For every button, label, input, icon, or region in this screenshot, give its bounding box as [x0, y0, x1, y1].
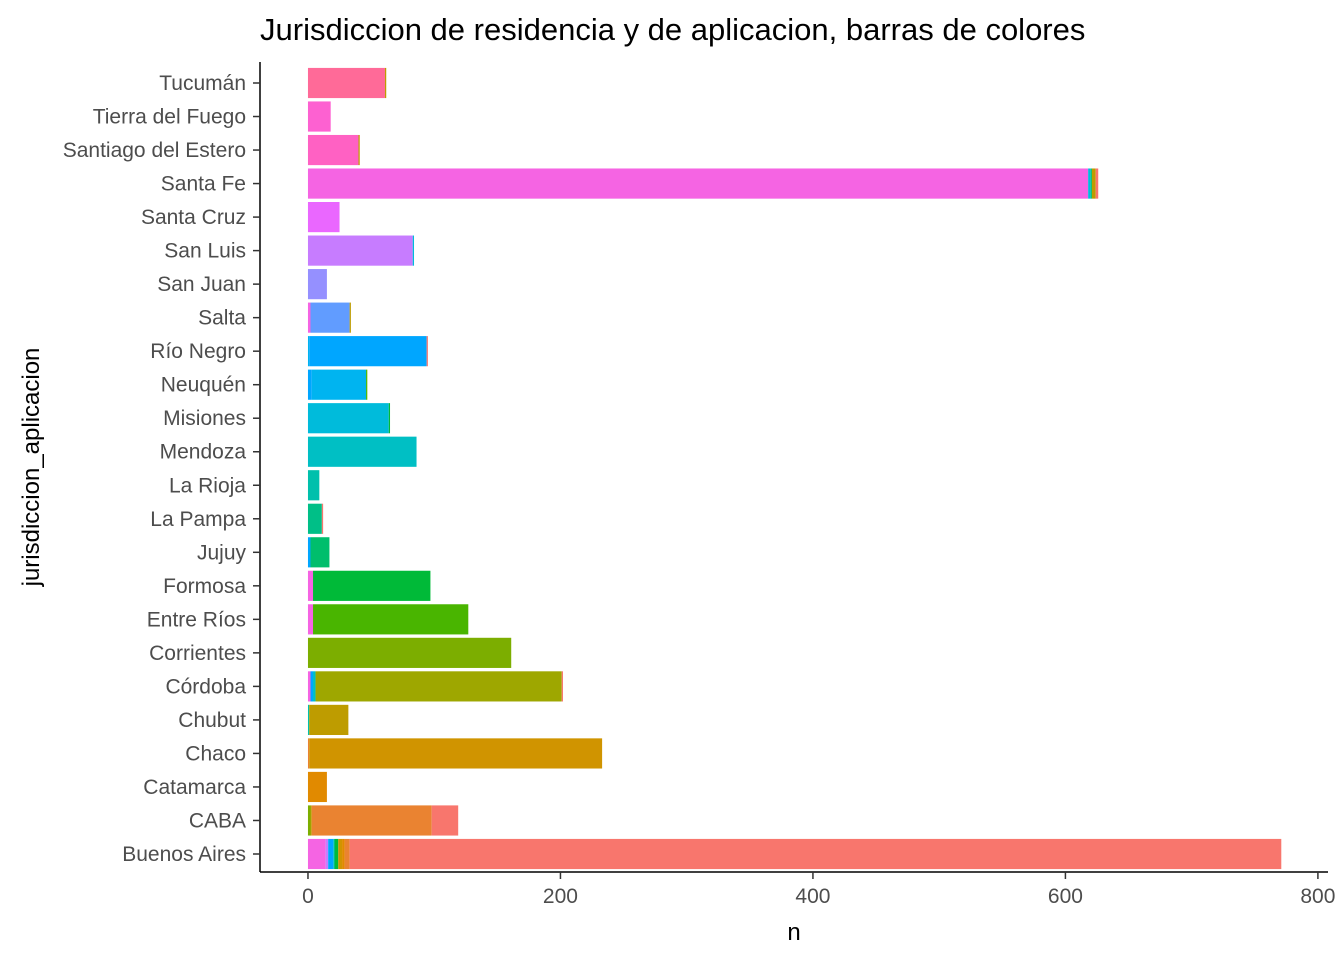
bar-entre-rios-santa-fe [307, 604, 314, 635]
bar-formosa-santa-fe [307, 570, 314, 601]
bar-santiago-del-estero-chubut [358, 134, 360, 166]
bar-rio-negro-neuquen [307, 336, 310, 367]
y-tick-label: Jujuy [197, 541, 247, 564]
bar-buenos-aires-rio-negro [328, 838, 334, 870]
bar-rio-negro-buenos-aires [426, 336, 428, 367]
bar-rio-negro-rio-negro [309, 336, 427, 367]
y-tick-label: Santa Fe [161, 173, 246, 196]
x-tick-label: 400 [795, 885, 830, 908]
y-tick-label: Río Negro [150, 340, 246, 363]
y-ticks-layer: Buenos Aires CABA Catamarca Chaco Chubut Córd… [63, 72, 260, 866]
bar-neuquen-neuquen [311, 369, 367, 400]
y-tick-label: Misiones [163, 407, 246, 430]
bar-corrientes-corrientes [307, 637, 512, 668]
bar-chubut-chubut [309, 704, 349, 735]
y-axis-title: jurisdiccion_aplicacion [18, 348, 45, 588]
bar-buenos-aires-buenos-aires [349, 838, 1282, 870]
bar-tierra-del-fuego-tierra-del-fuego [307, 101, 331, 132]
bar-salta-salta [310, 302, 350, 333]
bar-santa-cruz-santa-cruz [307, 202, 340, 233]
y-tick-label: Buenos Aires [122, 843, 246, 866]
bar-formosa-formosa [313, 570, 431, 601]
bar-santa-fe-santa-fe [307, 168, 1089, 199]
y-tick-label: Chaco [185, 742, 246, 765]
bar-jujuy-rio-negro [307, 537, 311, 568]
bar-chaco-chaco [309, 738, 603, 769]
bar-caba-buenos-aires [431, 805, 459, 836]
y-tick-label: San Luis [164, 240, 246, 263]
bar-cordoba-santa-fe [307, 671, 311, 702]
bar-caba-corrientes [307, 805, 311, 836]
bar-neuquen-entre-rios [366, 369, 368, 400]
y-tick-label: Catamarca [143, 776, 246, 799]
bar-san-juan-san-juan [307, 269, 327, 300]
bar-la-pampa-la-pampa [307, 503, 322, 534]
x-tick-label: 800 [1300, 885, 1335, 908]
y-tick-label: Santiago del Estero [63, 139, 246, 162]
y-tick-label: Córdoba [165, 675, 246, 698]
bar-buenos-aires-formosa [334, 838, 339, 870]
bar-mendoza-mendoza [307, 436, 417, 467]
bar-caba-caba [311, 805, 432, 836]
bar-misiones-formosa [388, 403, 391, 434]
y-tick-label: Tierra del Fuego [93, 106, 246, 129]
bar-entre-rios-entre-rios [313, 604, 469, 635]
x-tick-label: 600 [1048, 885, 1083, 908]
bar-chaco-caba [307, 738, 310, 769]
x-axis-title: n [787, 919, 800, 946]
bar-cordoba-cordoba [315, 671, 562, 702]
y-tick-label: La Pampa [150, 508, 246, 531]
bar-jujuy-jujuy [310, 537, 330, 568]
bar-buenos-aires-chaco [338, 838, 343, 870]
bar-tucuman-tucuman [307, 67, 385, 99]
bar-santa-fe-chubut [1091, 168, 1096, 199]
bar-chubut-la-rioja [307, 704, 310, 735]
y-tick-label: Tucumán [159, 72, 246, 95]
bar-buenos-aires-catamarca [342, 838, 345, 870]
bar-san-luis-san-luis [307, 235, 413, 266]
bar-catamarca-catamarca [307, 771, 327, 803]
bar-tucuman-chubut [384, 67, 387, 99]
bar-la-pampa-buenos-aires [321, 503, 324, 534]
y-tick-label: Chubut [178, 709, 246, 732]
bar-buenos-aires-mendoza [333, 838, 335, 870]
bar-santa-fe-buenos-aires [1095, 168, 1099, 199]
chart-title: Jurisdiccion de residencia y de aplicaci… [260, 12, 1086, 47]
bar-cordoba-buenos-aires [561, 671, 563, 702]
x-ticks-layer: 0 200 400 600 800 [302, 872, 1335, 908]
y-tick-label: Salta [198, 307, 246, 330]
x-tick-label: 0 [302, 885, 314, 908]
bar-buenos-aires-santa-fe [307, 838, 326, 870]
bar-salta-chubut [349, 302, 351, 333]
bar-san-luis-misiones [412, 235, 415, 266]
y-tick-label: Entre Ríos [147, 608, 246, 631]
y-tick-label: Formosa [163, 575, 246, 598]
y-tick-label: Corrientes [149, 642, 246, 665]
bar-cordoba-rio-negro [310, 671, 314, 702]
bar-misiones-misiones [307, 403, 389, 434]
y-tick-label: Santa Cruz [141, 206, 246, 229]
bar-la-rioja-la-rioja [307, 470, 320, 501]
bar-cordoba-mendoza [313, 671, 316, 702]
bar-buenos-aires-san-luis [325, 838, 329, 870]
bar-santiago-del-estero-santiago-del-estero [307, 134, 359, 166]
x-tick-label: 200 [543, 885, 578, 908]
y-tick-label: CABA [189, 809, 246, 832]
bar-neuquen-rio-negro [307, 369, 312, 400]
bar-santa-fe-misiones [1088, 168, 1091, 199]
y-tick-label: La Rioja [169, 474, 246, 497]
y-tick-label: San Juan [157, 273, 246, 296]
bar-caba-chubut [310, 805, 312, 836]
y-tick-label: Neuquén [161, 374, 246, 397]
bar-salta-santa-fe [307, 302, 311, 333]
bar-santa-fe-jujuy [1090, 168, 1092, 199]
bar-buenos-aires-caba [344, 838, 350, 870]
y-tick-label: Mendoza [160, 441, 247, 464]
bars-layer [307, 67, 1282, 870]
